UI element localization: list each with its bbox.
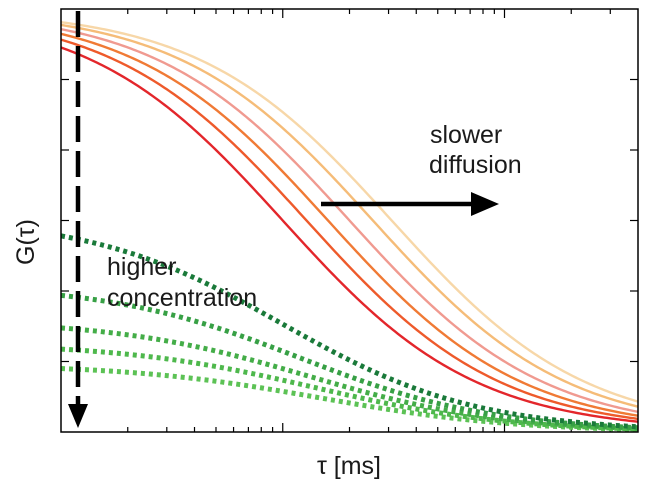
diffusion-curve-3 bbox=[60, 32, 639, 417]
curves bbox=[60, 21, 639, 433]
concentration-curve-5 bbox=[60, 366, 639, 433]
diffusion-curve-6 bbox=[60, 21, 639, 403]
concentration-arrow-head bbox=[68, 404, 88, 428]
diffusion-arrow-head bbox=[471, 192, 499, 216]
annotation-diffusion: diffusion bbox=[429, 151, 522, 179]
annotation-slower: slower bbox=[430, 121, 502, 149]
annotation-higher: higher bbox=[107, 253, 177, 281]
diffusion-curve-1 bbox=[60, 46, 639, 423]
plot-frame bbox=[60, 8, 639, 433]
diffusion-curve-2 bbox=[60, 38, 639, 421]
concentration-curve-3 bbox=[60, 325, 639, 431]
y-axis-label: G(τ) bbox=[12, 219, 40, 265]
concentration-curve-4 bbox=[60, 346, 639, 432]
x-axis-label: τ [ms] bbox=[317, 452, 381, 480]
concentration-curve-2 bbox=[60, 292, 639, 431]
diffusion-curve-5 bbox=[60, 23, 639, 408]
diffusion-curve-4 bbox=[60, 27, 639, 414]
annotation-concentration: concentration bbox=[107, 284, 257, 312]
concentration-curve-1 bbox=[60, 233, 639, 430]
